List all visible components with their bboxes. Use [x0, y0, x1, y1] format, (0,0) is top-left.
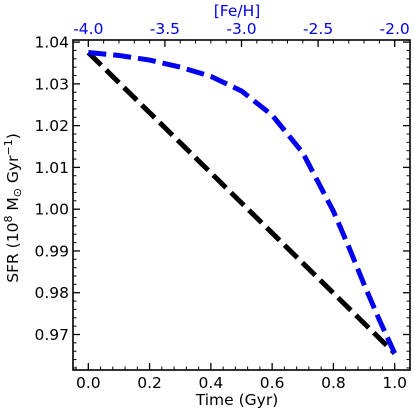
- left-axis-ticks: 0.97 0.98 0.99 1.00 1.01 1.02 1.03 1.04: [34, 34, 80, 369]
- bottom-axis-ticks: 0.0 0.2 0.4 0.6 0.8 1.0: [75, 363, 407, 392]
- series-line-1: [88, 50, 397, 355]
- y-tick-label: 1.01: [34, 159, 69, 177]
- right-axis-ticks: [403, 41, 410, 369]
- y-axis-title-exp2: −1: [2, 139, 15, 155]
- top-axis-title: [Fe/H]: [214, 2, 261, 20]
- y-axis-title: SFR (108 M⊙ Gyr−1): [2, 133, 24, 283]
- series-group: [86, 50, 397, 356]
- y-tick-label: 0.98: [34, 284, 69, 302]
- series-line-0: [86, 50, 397, 356]
- y-axis-title-close: ): [4, 133, 22, 139]
- top-axis-ticks: -4.0 -3.5 -3.0 -2.5 -2.0: [72, 20, 411, 47]
- top-tick-label: -2.5: [303, 20, 333, 38]
- y-axis-title-unit-a: M: [4, 197, 22, 215]
- y-axis-title-unit-b: Gyr: [4, 155, 22, 188]
- y-tick-label: 1.03: [34, 75, 69, 93]
- x-axis-title: Time (Gyr): [195, 391, 279, 409]
- top-tick-label: -3.0: [226, 20, 256, 38]
- y-axis-title-exp: 8: [2, 216, 15, 223]
- x-tick-label: 0.0: [76, 374, 101, 392]
- y-tick-label: 1.00: [34, 201, 69, 219]
- y-axis-title-sun: ⊙: [11, 188, 24, 197]
- y-axis-title-main: SFR (10: [4, 223, 22, 283]
- y-tick-label: 1.04: [34, 34, 69, 52]
- y-tick-label: 1.02: [34, 117, 69, 135]
- x-tick-label: 0.4: [199, 374, 224, 392]
- top-tick-label: -4.0: [73, 20, 103, 38]
- y-tick-label: 0.99: [34, 242, 69, 260]
- top-tick-label: -2.0: [380, 20, 410, 38]
- x-tick-label: 0.8: [321, 374, 346, 392]
- x-tick-label: 1.0: [382, 374, 407, 392]
- x-tick-label: 0.6: [260, 374, 285, 392]
- y-tick-label: 0.97: [34, 326, 69, 344]
- x-tick-label: 0.2: [137, 374, 162, 392]
- top-tick-label: -3.5: [150, 20, 180, 38]
